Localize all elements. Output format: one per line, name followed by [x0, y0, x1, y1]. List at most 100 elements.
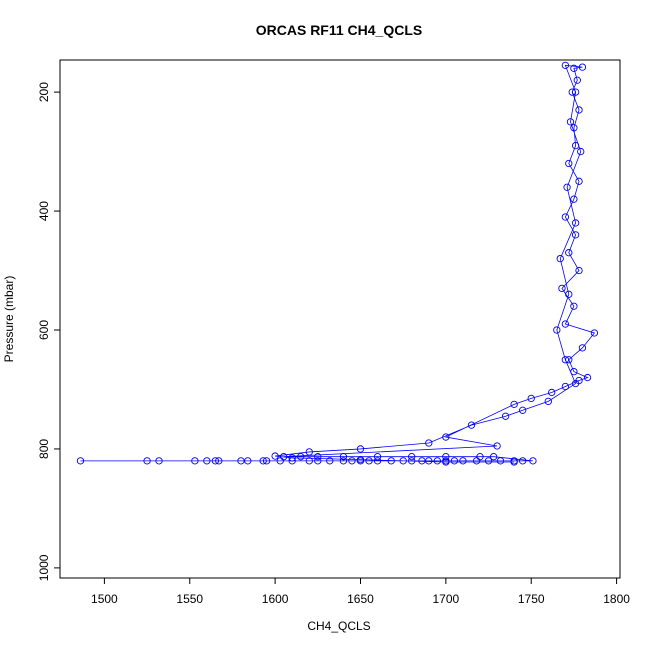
data-point	[565, 356, 573, 364]
data-point	[571, 219, 580, 227]
data-point	[476, 453, 484, 461]
data-point	[578, 344, 587, 352]
data-point	[326, 457, 334, 465]
data-point	[244, 457, 252, 465]
x-tick-label: 1650	[347, 592, 374, 606]
data-point	[425, 439, 433, 447]
data-point	[548, 388, 556, 397]
data-point	[510, 458, 518, 466]
data-point	[575, 266, 583, 275]
data-point	[271, 452, 279, 460]
data-point	[339, 457, 348, 465]
data-point	[387, 457, 395, 465]
data-point	[510, 400, 518, 408]
data-point	[339, 453, 348, 461]
data-point	[553, 326, 561, 334]
data-point	[305, 457, 313, 465]
data-point	[215, 457, 223, 465]
data-point	[571, 141, 580, 150]
data-point	[544, 397, 552, 406]
data-point	[571, 88, 580, 96]
data-point	[365, 457, 373, 465]
x-tick-label: 1600	[262, 592, 289, 606]
data-point	[570, 124, 578, 132]
data-point	[203, 457, 211, 465]
data-point	[558, 284, 566, 293]
data-point	[356, 456, 365, 464]
y-tick-label: 600	[37, 320, 51, 340]
x-tick-label: 1750	[518, 592, 545, 606]
data-point	[577, 147, 585, 156]
x-tick-label: 1700	[433, 592, 460, 606]
data-point	[570, 367, 578, 376]
data-point	[408, 457, 416, 465]
data-point	[211, 457, 220, 465]
data-point	[561, 382, 570, 391]
data-point	[568, 88, 576, 96]
data-point	[484, 457, 493, 465]
data-point	[348, 457, 356, 465]
data-point	[496, 457, 505, 465]
data-point	[571, 379, 580, 388]
data-line	[80, 64, 596, 463]
x-tick-label: 1800	[603, 592, 630, 606]
data-point	[373, 453, 382, 461]
data-point	[561, 320, 570, 328]
data-point	[570, 195, 578, 203]
data-point	[450, 457, 459, 465]
x-tick-label: 1500	[91, 592, 118, 606]
data-point	[570, 302, 578, 310]
data-point	[566, 118, 575, 126]
data-point	[143, 457, 151, 465]
data-point	[262, 457, 271, 465]
data-point	[575, 106, 583, 114]
y-tick-label: 400	[37, 201, 51, 221]
data-point	[288, 454, 296, 462]
x-axis-label: CH4_QCLS	[307, 619, 370, 633]
data-point	[425, 457, 433, 465]
data-point	[259, 457, 267, 465]
x-tick-label: 1550	[176, 592, 203, 606]
data-point	[155, 457, 163, 465]
y-tick-label: 800	[37, 439, 51, 459]
chart-title: ORCAS RF11 CH4_QCLS	[256, 22, 422, 38]
data-point	[433, 457, 441, 465]
data-point	[519, 457, 527, 465]
data-point	[467, 421, 476, 429]
data-point	[561, 61, 570, 70]
data-point	[459, 457, 467, 465]
data-point	[590, 329, 599, 337]
data-point	[442, 433, 450, 441]
data-point	[561, 213, 570, 221]
data-point	[373, 457, 382, 465]
data-point	[356, 445, 365, 453]
data-point	[191, 457, 199, 465]
data-point	[565, 159, 573, 168]
data-point	[565, 290, 573, 298]
data-point	[575, 177, 583, 185]
data-point	[490, 453, 498, 461]
data-point	[527, 394, 535, 403]
data-point	[501, 412, 510, 420]
data-point	[578, 63, 587, 71]
data-point	[519, 406, 527, 414]
plot-frame	[59, 59, 621, 579]
data-point	[442, 458, 450, 466]
data-point	[570, 64, 578, 72]
data-point	[493, 442, 501, 450]
data-point	[583, 373, 592, 382]
data-point	[280, 453, 288, 461]
data-point	[76, 457, 85, 465]
data-point	[556, 254, 564, 263]
data-point	[408, 453, 416, 461]
y-tick-label: 1000	[37, 554, 51, 581]
data-point	[565, 249, 573, 257]
data-point	[297, 453, 305, 461]
data-point	[305, 448, 313, 456]
data-point	[399, 457, 407, 465]
data-point	[561, 356, 570, 364]
y-axis-label: Pressure (mbar)	[2, 276, 16, 363]
data-point	[288, 457, 296, 465]
